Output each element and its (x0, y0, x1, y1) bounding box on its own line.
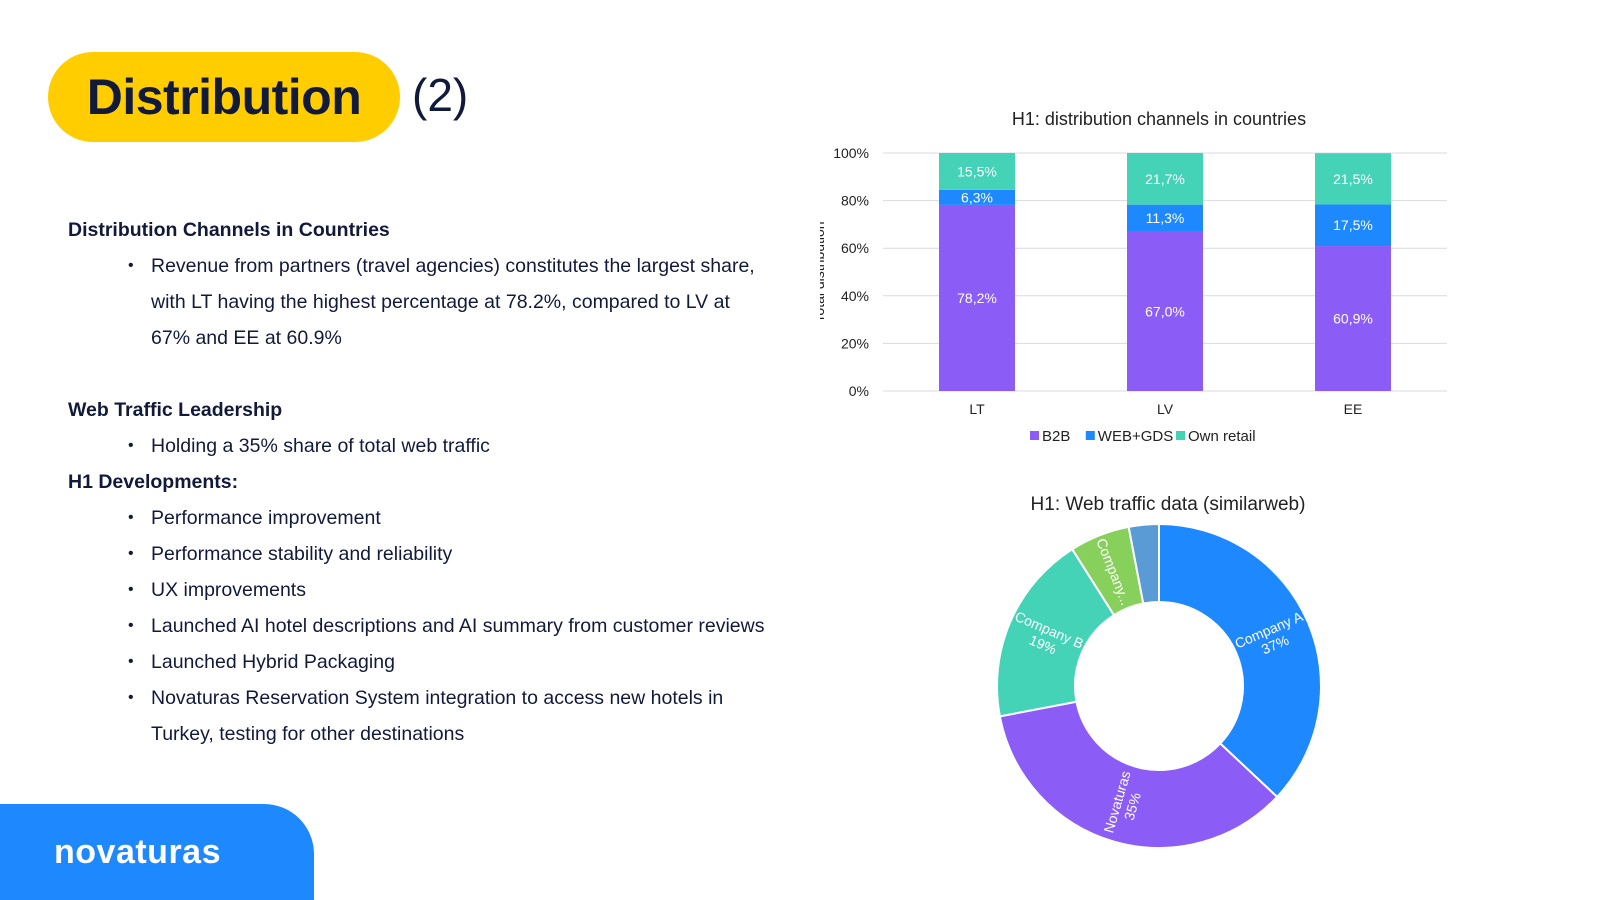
chart-title: H1: Web traffic data (similarweb) (1031, 495, 1306, 515)
content: Distribution Channels in Countries Reven… (68, 212, 828, 752)
brand-logo: novaturas (54, 832, 221, 871)
title-pill: Distribution (48, 52, 400, 142)
donut-slice (1127, 522, 1160, 605)
y-tick-label: 0% (849, 383, 869, 399)
x-tick-label: EE (1344, 401, 1363, 417)
data-label: 6,3% (961, 189, 993, 205)
data-label: 67,0% (1145, 303, 1185, 319)
logo-bar: novaturas (0, 804, 314, 900)
section-heading-web: Web Traffic Leadership (68, 399, 283, 421)
bullet-list-web: Holding a 35% share of total web traffic (68, 428, 828, 464)
y-axis-label: Total distribution (820, 221, 827, 322)
y-tick-label: 100% (833, 145, 869, 161)
data-label: 17,5% (1333, 217, 1373, 233)
bar-segment (939, 153, 1015, 190)
data-label: 60,9% (1333, 311, 1373, 327)
data-label: 15,5% (957, 163, 997, 179)
section-heading-h1: H1 Developments: (68, 471, 239, 493)
chart-title: H1: distribution channels in countries (1012, 109, 1306, 129)
page-title: Distribution (86, 69, 362, 125)
data-label: 21,5% (1333, 171, 1373, 187)
data-label: 78,2% (957, 290, 997, 306)
bullet-item: Revenue from partners (travel agencies) … (128, 248, 771, 356)
y-tick-label: 80% (841, 193, 869, 209)
donut-slice (996, 547, 1116, 718)
legend-swatch (1085, 431, 1095, 440)
donut-slice (998, 700, 1279, 849)
bar-segment (939, 204, 1015, 391)
page-title-suffix: (2) (412, 69, 469, 121)
y-tick-label: 20% (841, 335, 869, 351)
bar-segment (1315, 153, 1391, 205)
bullet-item: Performance improvement (128, 500, 828, 536)
stacked-bar-chart: H1: distribution channels in countries 0%… (820, 109, 1447, 445)
bullet-item: Novaturas Reservation System integration… (128, 680, 771, 752)
legend-swatch (1030, 431, 1039, 440)
legend-label: Own retail (1188, 428, 1256, 445)
bar-segment (1127, 231, 1203, 391)
bar-segment (939, 189, 1015, 205)
data-label: 11,3% (1146, 210, 1185, 226)
bar-segment (1315, 246, 1391, 391)
data-label: 21,7% (1145, 171, 1185, 187)
donut-slice (1158, 522, 1322, 799)
donut-chart: H1: Web traffic data (similarweb)Company… (996, 495, 1322, 849)
bullet-list-channels: Revenue from partners (travel agencies) … (68, 248, 828, 356)
x-tick-label: LV (1157, 401, 1174, 417)
legend-label: B2B (1042, 428, 1070, 445)
bar-segment (1315, 204, 1391, 247)
bullet-item: Holding a 35% share of total web traffic (128, 428, 828, 464)
legend-swatch (1176, 431, 1185, 440)
bullet-item: Launched AI hotel descriptions and AI su… (128, 608, 828, 644)
y-tick-label: 40% (841, 288, 869, 304)
x-tick-label: LT (969, 401, 985, 417)
section-heading-channels: Distribution Channels in Countries (68, 219, 390, 241)
bar-segment (1127, 153, 1203, 205)
bullet-item: Launched Hybrid Packaging (128, 644, 828, 680)
bullet-item: Performance stability and reliability (128, 536, 828, 572)
bar-segment (1127, 204, 1203, 232)
y-tick-label: 60% (841, 240, 869, 256)
slice-value-label: 35% (1121, 791, 1144, 822)
legend-label: WEB+GDS (1098, 428, 1173, 445)
bullet-item: UX improvements (128, 572, 828, 608)
bullet-list-h1: Performance improvement Performance stab… (68, 500, 828, 752)
